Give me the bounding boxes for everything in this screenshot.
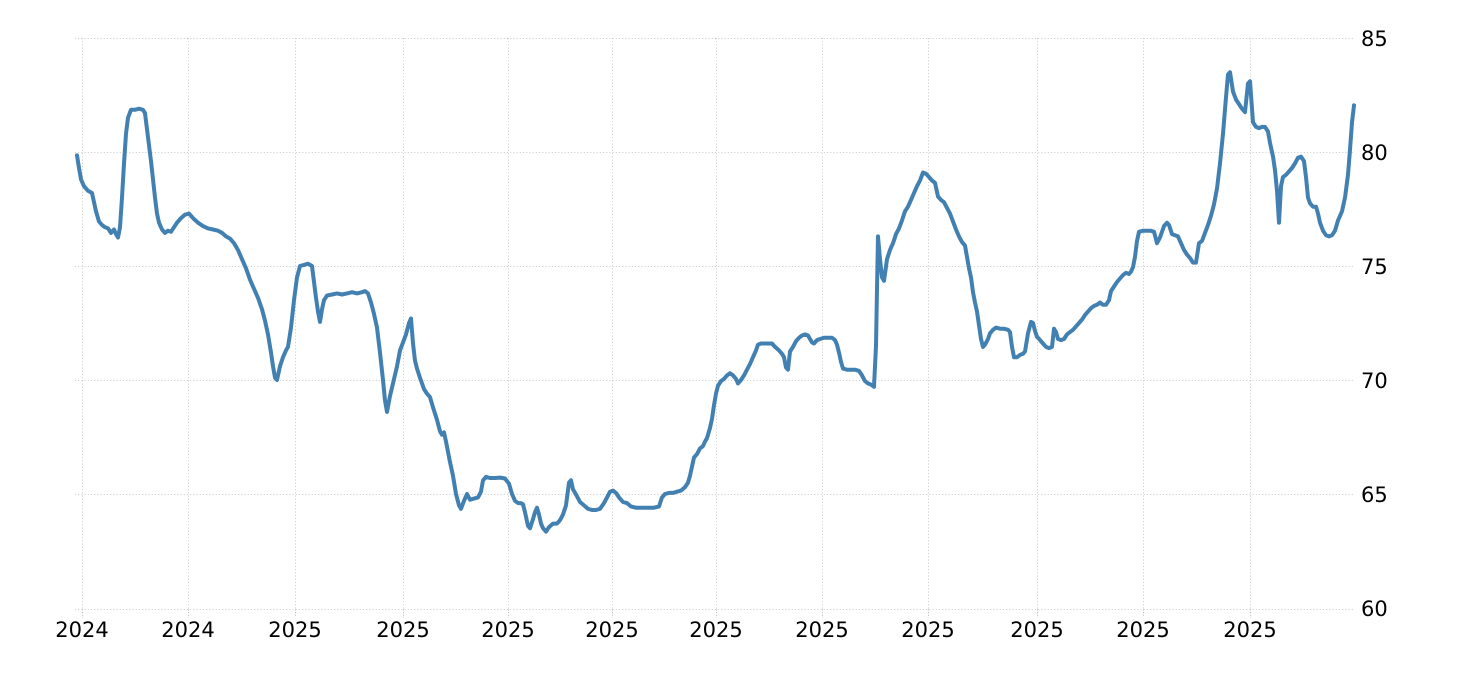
x-axis-label: 2025 bbox=[1223, 618, 1276, 642]
x-axis-label: 2025 bbox=[376, 618, 429, 642]
x-axis-label: 2025 bbox=[689, 618, 742, 642]
x-axis-label: 2025 bbox=[1010, 618, 1063, 642]
x-axis-label: 2024 bbox=[161, 618, 214, 642]
x-axis-label: 2025 bbox=[481, 618, 534, 642]
label-layer: 85 80 75 70 65 60 2024 2024 2025 2025 2025 2025 2025… bbox=[55, 27, 1387, 642]
y-axis-label: 60 bbox=[1361, 597, 1388, 621]
x-axis-label: 2025 bbox=[795, 618, 848, 642]
price-line-series bbox=[75, 70, 1356, 534]
y-axis-label: 85 bbox=[1361, 27, 1388, 51]
grid-layer bbox=[75, 38, 1355, 618]
series-layer bbox=[75, 70, 1356, 534]
x-axis-label: 2025 bbox=[1116, 618, 1169, 642]
y-axis-label: 80 bbox=[1361, 141, 1388, 165]
y-axis-label: 65 bbox=[1361, 483, 1388, 507]
x-axis-label: 2025 bbox=[901, 618, 954, 642]
y-axis-label: 70 bbox=[1361, 369, 1388, 393]
x-axis-label: 2024 bbox=[55, 618, 108, 642]
x-axis-label: 2025 bbox=[268, 618, 321, 642]
y-axis-label: 75 bbox=[1361, 255, 1388, 279]
x-axis-label: 2025 bbox=[585, 618, 638, 642]
